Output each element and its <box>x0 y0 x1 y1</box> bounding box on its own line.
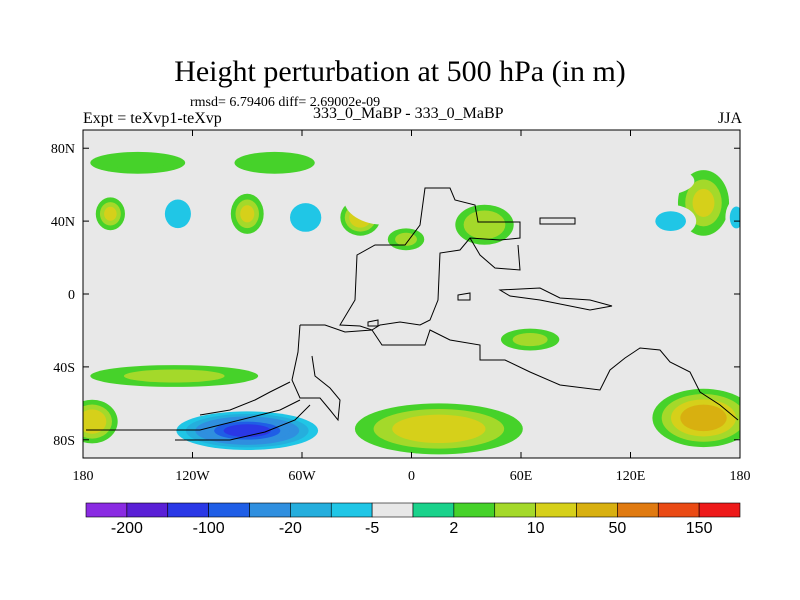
y-tick-label-4: 80S <box>53 434 75 449</box>
contour-feature-23-level-4 <box>689 409 718 426</box>
colorbar-label-6: 50 <box>608 520 626 537</box>
coastline-south-shelf <box>291 324 341 422</box>
colorbar-label-3: -5 <box>365 520 379 537</box>
season-label: JJA <box>717 110 742 127</box>
coastline-island-small <box>367 319 379 327</box>
colorbar-box-9 <box>453 502 496 518</box>
stats-label: rmsd= 6.79406 diff= 2.69002e-09 <box>190 95 381 110</box>
colorbar-box-13 <box>617 502 659 518</box>
x-tick-label-3: 0 <box>408 469 415 484</box>
colorbar-label-2: -20 <box>279 520 302 537</box>
contour-feature-4-level-2 <box>471 216 498 234</box>
colorbar-label-5: 10 <box>527 520 545 537</box>
contour-feature-16-level-1 <box>408 354 488 372</box>
map-axes: 180 120W 60W 0 60E 120E 180 80N 40N 0 40S 80S <box>51 130 751 484</box>
colorbar-box-3 <box>208 502 250 518</box>
colorbar-box-1 <box>126 502 169 518</box>
colorbar-label-1: -100 <box>193 520 225 537</box>
contour-feature-15-level-1 <box>175 349 246 367</box>
contour-feature-8-level-1 <box>655 211 686 231</box>
coastline-southwest-2 <box>175 404 311 441</box>
coastline-greenland <box>469 237 521 271</box>
colorbar-box-12 <box>576 502 618 518</box>
contour-feature-18-level-1 <box>512 332 548 347</box>
contour-feature-14-level-1 <box>250 156 299 170</box>
contour-feature-2-level-2 <box>104 206 117 221</box>
coastline-outline <box>86 187 739 441</box>
x-tick-label-1: 120W <box>175 469 210 484</box>
colorbar-box-8 <box>412 502 455 518</box>
colorbar-box-6 <box>330 502 373 518</box>
contour-feature-11-level-1 <box>635 172 680 190</box>
chart-title: Height perturbation at 500 hPa (in m) <box>174 55 626 88</box>
contour-fields <box>83 151 740 455</box>
coastline-north-america <box>339 187 521 331</box>
x-tick-label-0: 180 <box>73 469 94 484</box>
colorbar-box-0 <box>85 502 128 518</box>
coastline-southwest-1 <box>86 399 301 431</box>
comparison-label: 333_0_MaBP - 333_0_MaBP <box>313 105 504 122</box>
colorbar-label-4: 2 <box>449 520 458 537</box>
colorbar-label-7: 150 <box>686 520 713 537</box>
colorbar-box-11 <box>535 502 577 518</box>
contour-feature-3-level-2 <box>692 188 715 217</box>
colorbar-box-5 <box>290 502 332 518</box>
contour-feature-13-level-1 <box>109 156 167 170</box>
colorbar: -200 -100 -20 -5 2 10 50 150 <box>85 502 741 537</box>
colorbar-box-2 <box>167 502 209 518</box>
colorbar-box-14 <box>657 502 700 518</box>
coastline-island-east-small <box>457 292 471 301</box>
contour-feature-6-level-2 <box>170 205 186 223</box>
y-tick-label-1: 40N <box>51 215 75 230</box>
colorbar-label-0: -200 <box>111 520 143 537</box>
contour-feature-22-level-3 <box>410 420 467 438</box>
x-tick-label-5: 120E <box>616 469 646 484</box>
contour-feature-19-level-1 <box>123 369 225 383</box>
contour-feature-12-level-1 <box>360 183 409 215</box>
coastline-southwest-3 <box>199 381 291 416</box>
x-tick-label-6: 180 <box>730 469 751 484</box>
colorbar-box-4 <box>249 502 291 518</box>
contour-feature-10-level-1 <box>476 172 530 190</box>
coastline-islands-east <box>498 287 613 311</box>
colorbar-box-7 <box>371 502 414 518</box>
coastline-island-north <box>539 217 576 225</box>
contour-feature-7-level-2 <box>296 208 316 227</box>
colorbar-box-15 <box>698 502 741 518</box>
contour-feature-20-level-7 <box>233 426 262 435</box>
y-tick-label-0: 80N <box>51 142 75 157</box>
contour-feature-21-level-3 <box>83 414 101 429</box>
colorbar-box-10 <box>494 502 536 518</box>
experiment-label: Expt = teXvp1-teXvp <box>83 110 222 127</box>
contour-feature-17-level-1 <box>551 359 600 375</box>
contour-feature-9-level-1 <box>729 206 740 229</box>
x-tick-label-4: 60E <box>510 469 533 484</box>
y-tick-label-2: 0 <box>68 288 75 303</box>
x-tick-label-2: 60W <box>288 469 316 484</box>
coastline-south-america <box>300 324 739 421</box>
contour-feature-1-level-2 <box>240 205 255 223</box>
y-tick-label-3: 40S <box>53 361 75 376</box>
